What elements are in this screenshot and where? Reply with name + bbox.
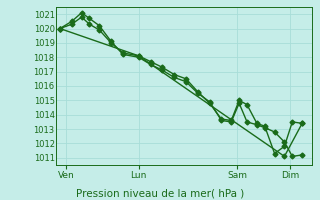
Text: Pression niveau de la mer( hPa ): Pression niveau de la mer( hPa ) — [76, 188, 244, 198]
